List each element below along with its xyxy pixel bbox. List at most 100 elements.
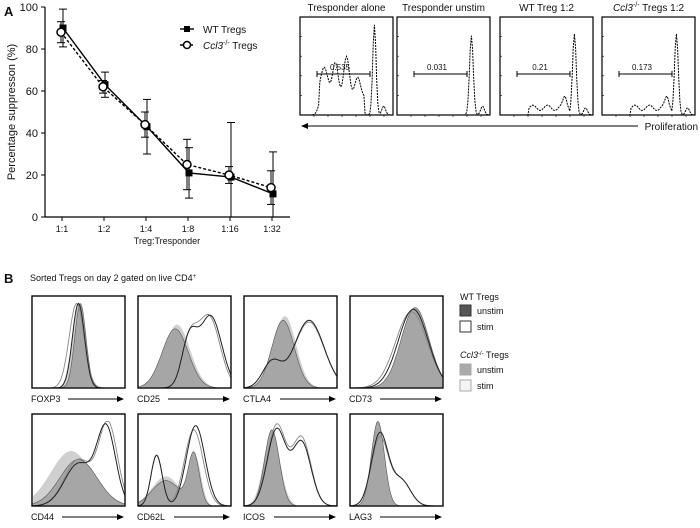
data-point bbox=[185, 169, 193, 177]
legend-group-title-ccl3: Ccl3-/- Tregs bbox=[460, 350, 509, 360]
histogram-border bbox=[349, 413, 444, 507]
legend-swatch bbox=[459, 379, 472, 392]
proliferation-label: Proliferation bbox=[645, 122, 698, 133]
histogram-border bbox=[137, 295, 232, 389]
x-tick-label: 1:1 bbox=[56, 224, 69, 234]
gate-value: 0.173 bbox=[632, 63, 653, 72]
proliferation-histograms: 0.535 Tresponder alone 0.031 Tresponder uns… bbox=[299, 2, 698, 133]
histogram-border bbox=[137, 413, 232, 507]
histogram-title: Ccl3-/- Tregs 1:2 bbox=[613, 2, 685, 14]
panel-b-label: B bbox=[4, 271, 13, 286]
legend-marker-ccl3 bbox=[182, 40, 192, 50]
histogram-border bbox=[243, 295, 338, 389]
proliferation-histogram-3: 0.173 Ccl3-/- Tregs 1:2 bbox=[601, 2, 696, 117]
marker-label: ICOS bbox=[243, 512, 265, 522]
histogram-border bbox=[243, 413, 338, 507]
data-point bbox=[182, 159, 192, 170]
histogram-title: Tresponder alone bbox=[307, 3, 385, 14]
arrow-right-icon bbox=[223, 396, 230, 402]
legend-item-label: stim bbox=[477, 322, 494, 332]
y-tick-label: 100 bbox=[20, 2, 38, 14]
legend-swatch bbox=[459, 320, 472, 333]
legend-label-ccl3: Ccl3-/- Tregs bbox=[203, 40, 257, 52]
legend-item-label: unstim bbox=[477, 306, 504, 316]
marker-label: FOXP3 bbox=[31, 394, 61, 404]
arrow-right-icon bbox=[117, 514, 124, 520]
arrow-right-icon bbox=[435, 514, 442, 520]
series-line-0 bbox=[62, 27, 274, 195]
y-tick-label: 60 bbox=[26, 86, 38, 98]
legend-item-label: stim bbox=[477, 381, 494, 391]
x-tick-label: 1:4 bbox=[140, 224, 153, 234]
marker-histogram-lag3: LAG3 bbox=[349, 413, 444, 522]
gate-value: 0.21 bbox=[532, 63, 548, 72]
data-point bbox=[56, 27, 66, 37]
y-tick-label: 40 bbox=[26, 128, 38, 140]
wt-stim-line bbox=[243, 319, 338, 389]
histogram-curve bbox=[500, 33, 593, 116]
data-point bbox=[98, 82, 108, 92]
marker-histograms: Sorted Tregs on day 2 gated on live CD4+… bbox=[30, 273, 444, 522]
y-tick-label: 0 bbox=[32, 212, 38, 224]
series-line-1 bbox=[60, 31, 272, 189]
wt-stim-line bbox=[243, 427, 338, 507]
histogram-frame bbox=[349, 413, 444, 507]
histogram-title: Tresponder unstim bbox=[402, 3, 485, 14]
arrow-right-icon bbox=[435, 396, 442, 402]
proliferation-histogram-1: 0.031 Tresponder unstim bbox=[396, 3, 491, 117]
data-point bbox=[140, 119, 150, 130]
ccl3-stim-line bbox=[349, 311, 444, 389]
y-tick-label: 80 bbox=[26, 44, 38, 56]
legend-group-title-wt: WT Tregs bbox=[460, 292, 499, 302]
marker-histogram-cd44: CD44 bbox=[31, 413, 126, 522]
marker-label: CD44 bbox=[31, 512, 54, 522]
gate-value: 0.535 bbox=[330, 63, 351, 72]
histogram-border bbox=[349, 295, 444, 389]
y-axis-label: Percentage suppresson (%) bbox=[6, 44, 18, 180]
legend-swatch bbox=[459, 304, 472, 317]
marker-label: LAG3 bbox=[349, 512, 372, 522]
x-tick-label: 1:2 bbox=[98, 224, 111, 234]
proliferation-histogram-2: 0.21 WT Treg 1:2 bbox=[499, 3, 594, 117]
arrow-right-icon bbox=[223, 514, 230, 520]
legend-label-wt: WT Tregs bbox=[203, 25, 246, 36]
histogram-curve bbox=[300, 24, 393, 116]
marker-label: CTLA4 bbox=[243, 394, 271, 404]
x-axis-label: Treg:Tresponder bbox=[134, 236, 200, 246]
legend-item-label: unstim bbox=[477, 365, 504, 375]
histogram-title: WT Treg 1:2 bbox=[519, 3, 574, 14]
histogram-border bbox=[31, 413, 126, 507]
suppression-line-chart: 0 20 40 60 80 100 1:1 1:2 1:4 1:8 1:16 1:32 Treg:Tre… bbox=[6, 2, 290, 246]
proliferation-arrow-head-icon bbox=[301, 123, 308, 129]
panel-b-legend: WT Tregs unstim stim Ccl3-/- Tregs unstim sti… bbox=[459, 292, 509, 392]
legend-marker-wt bbox=[184, 26, 190, 32]
x-tick-label: 1:32 bbox=[263, 224, 281, 234]
marker-histogram-cd25: CD25 bbox=[137, 295, 232, 404]
legend-swatch bbox=[459, 363, 472, 376]
histogram-border bbox=[31, 295, 126, 389]
data-point bbox=[266, 182, 276, 193]
histogram-curve bbox=[397, 35, 490, 116]
gate-value: 0.031 bbox=[427, 63, 448, 72]
y-tick-label: 20 bbox=[26, 170, 38, 182]
panel-b-title: Sorted Tregs on day 2 gated on live CD4+ bbox=[30, 273, 197, 283]
marker-histogram-cd73: CD73 bbox=[349, 295, 444, 404]
data-point bbox=[224, 170, 234, 180]
arrow-right-icon bbox=[117, 396, 124, 402]
x-tick-label: 1:16 bbox=[221, 224, 239, 234]
histogram-curve bbox=[602, 33, 695, 116]
panel-a-label: A bbox=[4, 4, 14, 19]
marker-histogram-cd62l: CD62L bbox=[137, 413, 232, 522]
marker-histogram-ctla4: CTLA4 bbox=[243, 295, 338, 404]
marker-histogram-icos: ICOS bbox=[243, 413, 338, 522]
marker-label: CD62L bbox=[137, 512, 165, 522]
data-point bbox=[269, 190, 277, 198]
wt-stim-line bbox=[32, 423, 126, 507]
wt-stim-line bbox=[137, 425, 231, 507]
proliferation-histogram-0: 0.535 Tresponder alone bbox=[299, 3, 394, 117]
arrow-right-icon bbox=[329, 514, 336, 520]
histogram-frame bbox=[299, 16, 394, 116]
marker-histogram-foxp3: FOXP3 bbox=[31, 295, 126, 404]
